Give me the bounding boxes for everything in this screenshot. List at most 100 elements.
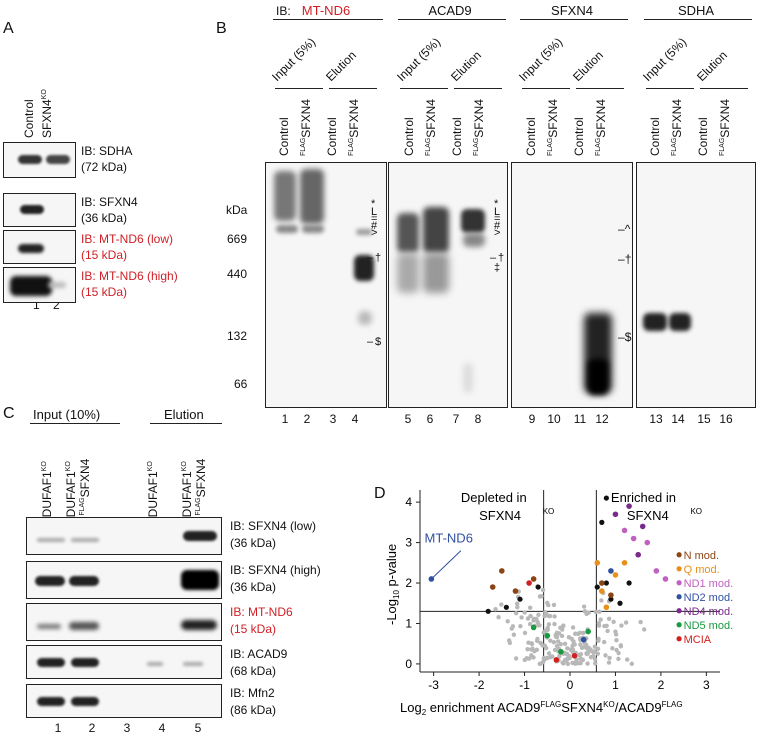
- antibody-1: ACAD9: [428, 3, 472, 18]
- panel-b-lane-14: 14: [671, 412, 685, 426]
- sig-point: [535, 584, 541, 590]
- bg-point: [611, 619, 616, 625]
- band: [669, 313, 691, 331]
- lane-label-1-1: FLAGSFXN4: [424, 99, 438, 156]
- bg-point: [531, 618, 536, 623]
- series-point: [630, 535, 637, 542]
- sym-b-2: =: [494, 213, 501, 225]
- bg-point: [553, 634, 559, 639]
- panel-c-blot-3: [26, 645, 222, 679]
- sym-c-0: –^: [618, 222, 631, 236]
- series-point: [626, 503, 632, 509]
- series-point: [558, 648, 564, 655]
- x-tick-label: -3: [428, 678, 439, 692]
- panel-c-label-3: IB: ACAD9 (68 kDa): [230, 647, 288, 678]
- antibody-line-2: [520, 19, 628, 20]
- bg-point: [524, 656, 529, 661]
- bg-point: [551, 639, 557, 645]
- series-point: [526, 580, 532, 586]
- bg-point: [560, 660, 565, 665]
- series-point: [599, 580, 605, 586]
- bg-point: [607, 655, 612, 661]
- band: [463, 363, 473, 393]
- bg-point: [578, 656, 583, 661]
- lane-label-2-1: FLAGSFXN4: [546, 99, 560, 156]
- bg-point: [513, 656, 519, 661]
- legend-marker: [676, 552, 682, 558]
- lane-label-3-0: Control: [648, 117, 662, 156]
- depleted-label: Depleted in: [461, 490, 527, 505]
- group-input-1: Input (5%): [394, 34, 444, 84]
- bg-point: [522, 630, 528, 636]
- bg-point: [606, 616, 612, 621]
- sym-a-2: =: [371, 213, 378, 225]
- group-bracket-input-1: [400, 88, 448, 89]
- legend-label: Q mod.: [684, 564, 720, 576]
- bg-point: [572, 642, 577, 647]
- antibody-3: SDHA: [677, 3, 715, 18]
- lane-label-3-2: Control: [696, 117, 710, 156]
- bg-point: [507, 640, 513, 646]
- band: [147, 662, 163, 666]
- series-point: [499, 568, 505, 574]
- x-tick-label: -1: [519, 678, 530, 692]
- series-point: [612, 572, 619, 578]
- series-point: [621, 527, 628, 534]
- bg-point: [614, 638, 619, 643]
- bg-point: [538, 661, 543, 666]
- panel-a-blot-1: [3, 193, 76, 227]
- bg-point: [513, 611, 519, 616]
- bg-point: [565, 652, 570, 657]
- group-bracket-input-0: [275, 88, 323, 89]
- bg-point: [578, 642, 583, 647]
- bg-point: [585, 661, 590, 666]
- bg-point: [558, 641, 563, 647]
- sig-point: [485, 608, 491, 614]
- bg-point: [578, 651, 584, 657]
- bg-point: [619, 623, 624, 628]
- panel-b-lane-12: 12: [595, 412, 609, 426]
- band: [20, 205, 44, 214]
- group-input-3: Input (5%): [640, 34, 690, 84]
- series-point: [489, 584, 496, 590]
- bg-point: [518, 624, 523, 629]
- panel-a-col-sfxn4ko: SFXN4KO: [40, 89, 54, 138]
- panel-a-blot-2: [3, 230, 76, 264]
- series-point: [621, 560, 628, 566]
- band: [37, 624, 61, 629]
- bg-point: [562, 641, 568, 646]
- band: [463, 233, 485, 247]
- series-point: [635, 551, 641, 558]
- panel-b-lane-9: 9: [528, 412, 536, 426]
- bg-point: [544, 612, 549, 618]
- bg-point: [574, 657, 579, 662]
- bg-point: [540, 643, 545, 648]
- y-tick-label: 0: [405, 657, 412, 671]
- native-blot-1: [388, 162, 508, 408]
- legend-label: ND5 mod.: [684, 620, 734, 632]
- depleted-sub: SFXN4: [479, 508, 521, 523]
- sig-point: [626, 580, 632, 586]
- marker-669: 669: [227, 232, 248, 246]
- group-input-2: Input (5%): [516, 34, 566, 84]
- bg-point: [559, 633, 565, 639]
- panel-b-lane-15: 15: [697, 412, 711, 426]
- legend-label: MCIA: [684, 634, 712, 646]
- sym-a-4: >: [371, 227, 378, 239]
- y-tick-label: 4: [405, 495, 412, 509]
- bg-point: [545, 625, 550, 631]
- legend-marker: [676, 608, 682, 614]
- sym-a-1: L: [371, 206, 378, 218]
- bg-point: [623, 620, 629, 625]
- panel-c-elution: Elution: [164, 407, 204, 422]
- group-bracket-input-3: [646, 88, 694, 89]
- bg-point: [552, 621, 557, 627]
- bg-point: [546, 651, 552, 656]
- band: [300, 169, 324, 224]
- lane-label-1-2: Control: [450, 117, 464, 156]
- legend-marker: [676, 636, 682, 642]
- legend-marker: [676, 566, 682, 572]
- panel-c-input: Input (10%): [33, 407, 101, 422]
- lane-label-2-3: FLAGSFXN4: [594, 99, 608, 156]
- series-point: [608, 592, 614, 598]
